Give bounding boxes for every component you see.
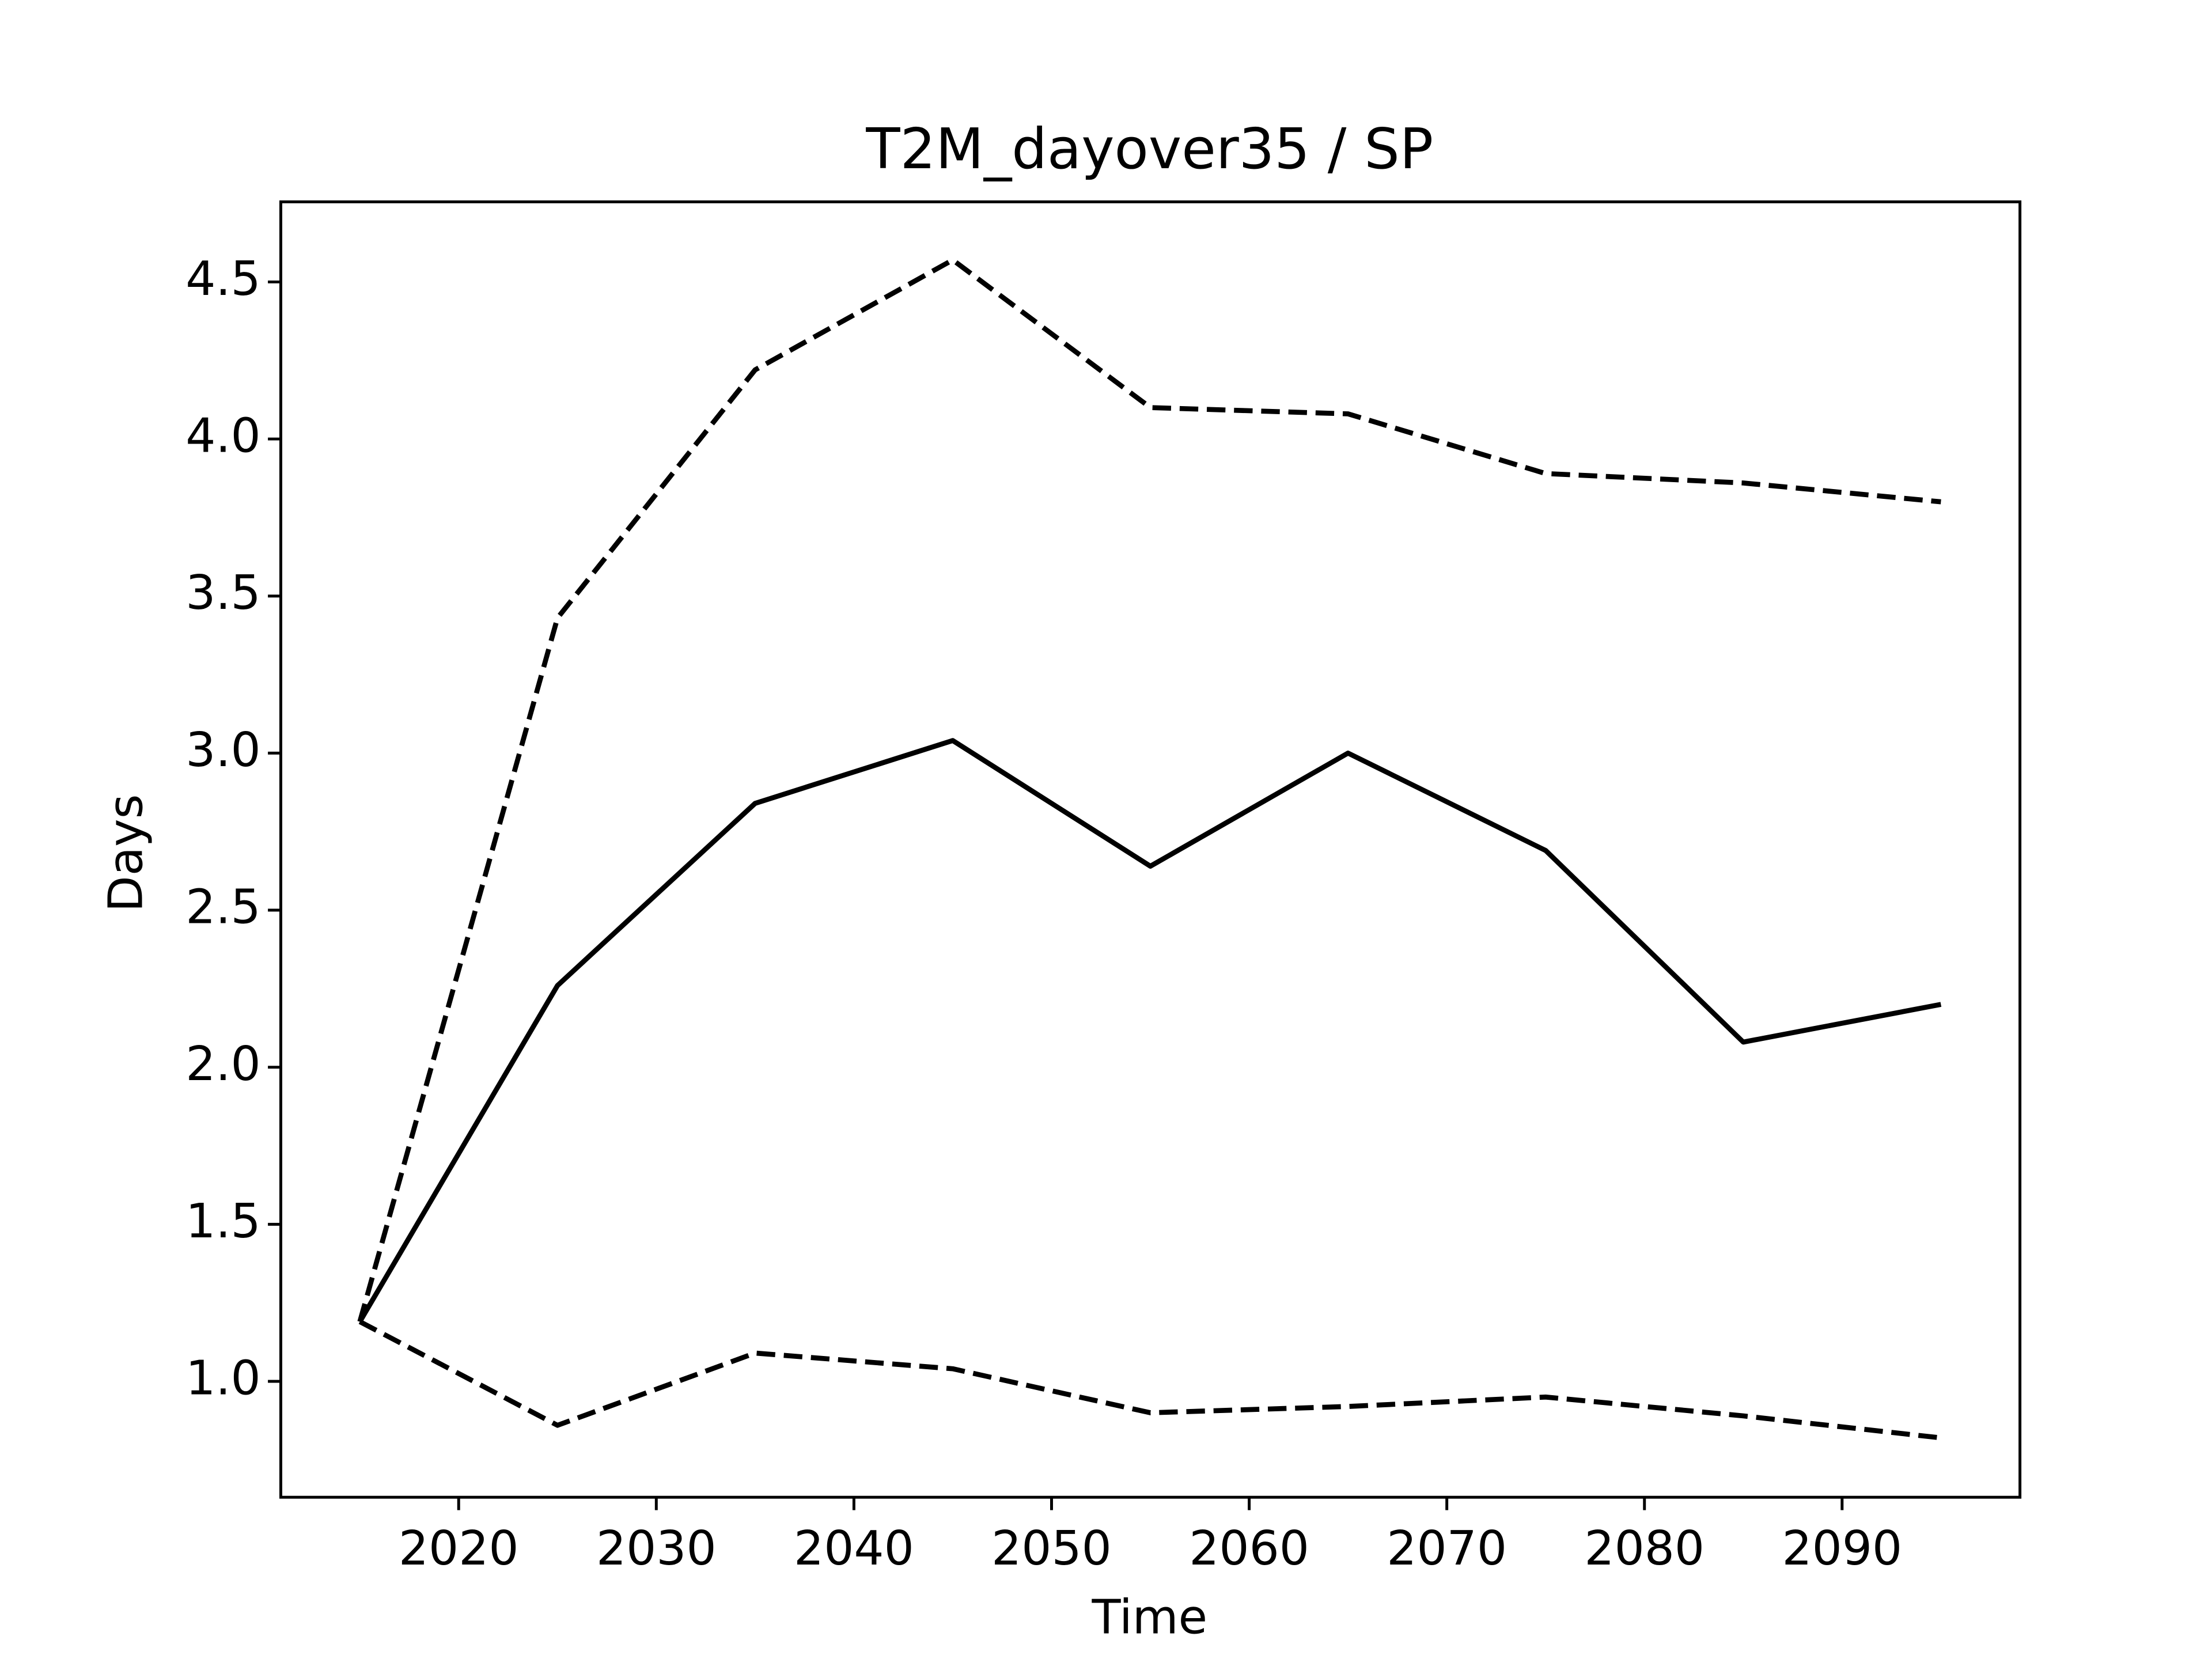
x-tick-label: 2050: [991, 1521, 1112, 1576]
x-tick-label: 2080: [1584, 1521, 1705, 1576]
x-tick-label: 2070: [1387, 1521, 1507, 1576]
y-tick-label: 2.0: [185, 1037, 260, 1092]
x-tick-label: 2060: [1189, 1521, 1309, 1576]
plot-frame: [279, 200, 2022, 1499]
x-axis-label: Time: [1091, 1590, 1207, 1645]
y-tick-label: 4.0: [185, 409, 260, 464]
y-tick-label: 3.0: [185, 723, 260, 778]
x-tick-label: 2020: [399, 1521, 519, 1576]
x-tick-label: 2040: [794, 1521, 914, 1576]
y-tick-label: 1.5: [185, 1194, 260, 1249]
x-tick-label: 2030: [596, 1521, 717, 1576]
y-tick-label: 1.0: [185, 1351, 260, 1406]
series-line: [358, 1319, 1941, 1441]
y-axis-label: Days: [99, 794, 154, 912]
y-tick-label: 3.5: [185, 566, 260, 620]
y-tick-label: 2.5: [185, 880, 260, 934]
chart-title: T2M_dayover35 / SP: [865, 116, 1433, 181]
x-tick-label: 2090: [1782, 1521, 1902, 1576]
series-line: [357, 257, 1941, 1323]
series-line: [357, 738, 1942, 1323]
y-tick-label: 4.5: [185, 252, 260, 306]
